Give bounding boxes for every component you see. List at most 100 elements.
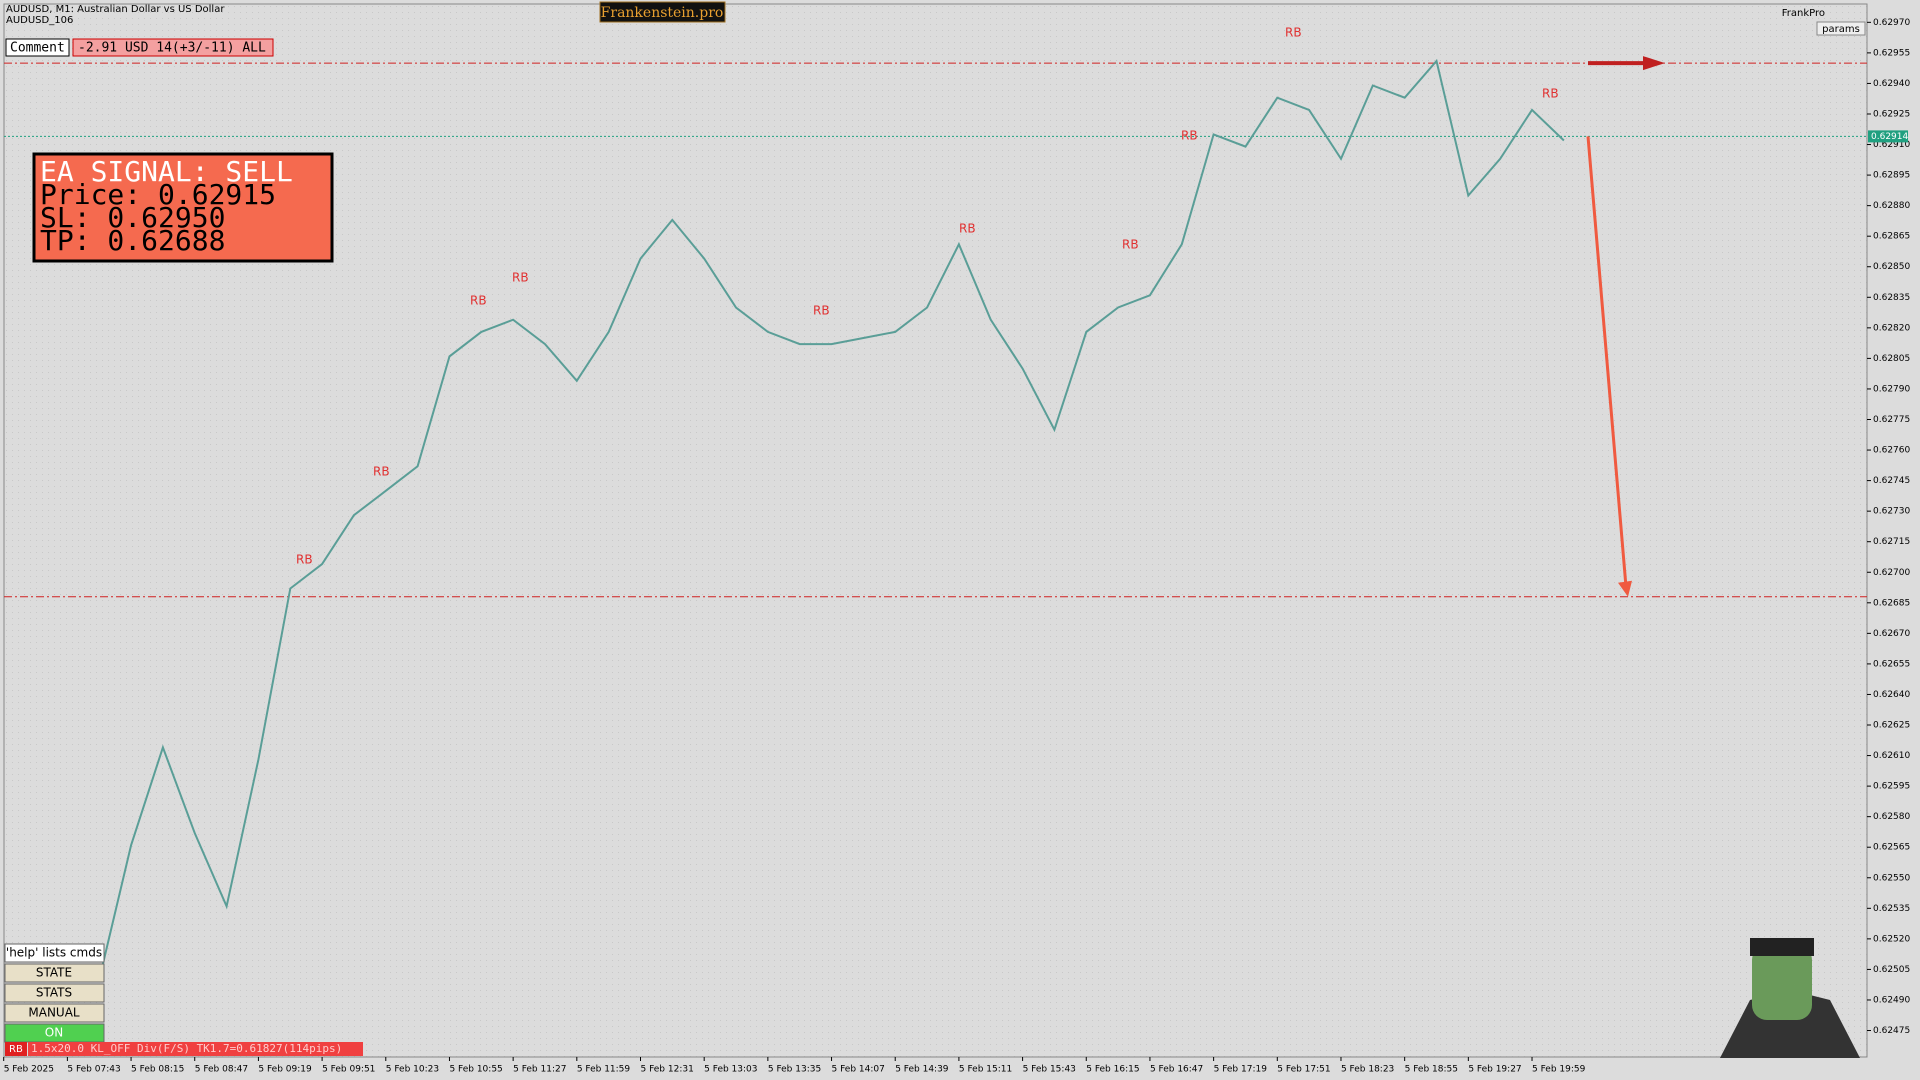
x-tick-label: 5 Feb 12:31 <box>641 1065 694 1075</box>
signal-line: TP: 0.62688 <box>40 224 225 257</box>
y-tick-label: 0.62760 <box>1873 446 1910 456</box>
rb-marker: RB <box>512 271 529 285</box>
button[interactable] <box>4 983 105 1003</box>
y-tick-label: 0.62625 <box>1873 721 1910 731</box>
y-tick-label: 0.62745 <box>1873 476 1910 486</box>
y-tick-label: 0.62955 <box>1873 48 1910 58</box>
signal-box <box>32 152 334 263</box>
banner-box <box>599 1 726 23</box>
y-tick-label: 0.62775 <box>1873 415 1910 425</box>
x-tick-label: 5 Feb 08:47 <box>195 1065 248 1075</box>
y-tick-label: 0.62685 <box>1873 598 1910 608</box>
mascot-head <box>1752 945 1812 1020</box>
y-tick-label: 0.62565 <box>1873 843 1910 853</box>
y-tick-label: 0.62835 <box>1873 293 1910 303</box>
y-tick-label: 0.62505 <box>1873 965 1910 975</box>
signal-line: Price: 0.62915 <box>40 178 276 211</box>
y-tick-label: 0.62595 <box>1873 782 1910 792</box>
button-label[interactable]: ON <box>45 1026 63 1040</box>
x-tick-label: 5 Feb 11:27 <box>513 1065 566 1075</box>
rb-marker: RB <box>373 465 390 479</box>
y-tick-label: 0.62700 <box>1873 568 1910 578</box>
x-tick-label: 5 Feb 2025 <box>4 1065 54 1075</box>
y-tick-label: 0.62475 <box>1873 1026 1910 1036</box>
status-tag-box <box>5 1042 27 1056</box>
y-tick-label: 0.62880 <box>1873 201 1910 211</box>
x-tick-label: 5 Feb 09:51 <box>322 1065 375 1075</box>
rb-marker: RB <box>813 304 830 318</box>
button-label[interactable]: STATE <box>36 966 72 980</box>
button-label[interactable]: 'help' lists cmds <box>6 946 102 960</box>
x-tick-label: 5 Feb 17:19 <box>1214 1065 1268 1075</box>
status-box <box>28 1042 363 1056</box>
status-text: 1.5x20.0 KL_OFF Div(F/S) TK1.7=0.61827(1… <box>31 1042 342 1055</box>
account-label: AUDUSD_106 <box>6 15 73 26</box>
signal-line: SL: 0.62950 <box>40 201 225 234</box>
rb-marker: RB <box>1181 129 1198 143</box>
params-label[interactable]: params <box>1822 24 1860 35</box>
params-button[interactable] <box>1816 21 1866 36</box>
y-tick-label: 0.62490 <box>1873 995 1910 1005</box>
status-tag: RB <box>9 1044 23 1055</box>
comment-value-box <box>72 38 274 57</box>
x-tick-label: 5 Feb 16:47 <box>1150 1065 1203 1075</box>
x-tick-label: 5 Feb 17:51 <box>1277 1065 1330 1075</box>
price-series <box>98 58 1565 980</box>
rb-marker: RB <box>1285 26 1302 40</box>
rb-marker: RB <box>1122 238 1139 252</box>
y-tick-label: 0.62865 <box>1873 232 1910 242</box>
x-tick-label: 5 Feb 08:15 <box>131 1065 184 1075</box>
x-tick-label: 5 Feb 10:55 <box>449 1065 502 1075</box>
y-tick-label: 0.62790 <box>1873 384 1910 394</box>
mascot-hair <box>1750 938 1814 956</box>
comment-label: Comment <box>10 41 65 56</box>
rb-marker: RB <box>1542 87 1559 101</box>
x-tick-label: 5 Feb 18:55 <box>1405 1065 1458 1075</box>
button[interactable] <box>4 1003 105 1023</box>
x-tick-label: 5 Feb 18:23 <box>1341 1065 1394 1075</box>
x-tick-label: 5 Feb 16:15 <box>1086 1065 1139 1075</box>
y-tick-label: 0.62910 <box>1873 140 1910 150</box>
price-tag <box>1868 130 1908 143</box>
symbol-title: AUDUSD, M1: Australian Dollar vs US Doll… <box>6 4 225 15</box>
mascot <box>1720 938 1860 1058</box>
y-tick-label: 0.62640 <box>1873 690 1910 700</box>
x-tick-label: 5 Feb 10:23 <box>386 1065 439 1075</box>
price-tag-label: 0.62914 <box>1871 132 1908 142</box>
rb-marker: RB <box>296 553 313 567</box>
y-tick-label: 0.62670 <box>1873 629 1910 639</box>
y-tick-label: 0.62970 <box>1873 18 1910 28</box>
comment-box <box>5 38 70 57</box>
y-tick-label: 0.62655 <box>1873 659 1910 669</box>
button-label[interactable]: MANUAL <box>28 1006 80 1020</box>
y-tick-label: 0.62850 <box>1873 262 1910 272</box>
button[interactable] <box>4 943 105 963</box>
brand: FrankPro <box>1782 8 1825 19</box>
y-tick-label: 0.62730 <box>1873 507 1910 517</box>
y-tick-label: 0.62715 <box>1873 537 1910 547</box>
x-tick-label: 5 Feb 14:39 <box>895 1065 949 1075</box>
y-tick-label: 0.62550 <box>1873 873 1910 883</box>
x-tick-label: 5 Feb 19:27 <box>1468 1065 1521 1075</box>
y-tick-label: 0.62940 <box>1873 79 1910 89</box>
y-tick-label: 0.62520 <box>1873 934 1910 944</box>
rb-marker: RB <box>470 294 487 308</box>
y-tick-label: 0.62580 <box>1873 812 1910 822</box>
y-tick-label: 0.62820 <box>1873 323 1910 333</box>
button-label[interactable]: STATS <box>36 986 72 1000</box>
banner: Frankenstein.pro <box>601 5 724 21</box>
x-tick-label: 5 Feb 11:59 <box>577 1065 631 1075</box>
comment-value: -2.91 USD 14(+3/-11) ALL <box>78 41 266 56</box>
x-tick-label: 5 Feb 13:03 <box>704 1065 757 1075</box>
y-tick-label: 0.62535 <box>1873 904 1910 914</box>
y-tick-label: 0.62610 <box>1873 751 1910 761</box>
x-tick-label: 5 Feb 15:43 <box>1023 1065 1076 1075</box>
y-tick-label: 0.62925 <box>1873 109 1910 119</box>
sl-arrow-head <box>1643 56 1665 71</box>
x-tick-label: 5 Feb 19:59 <box>1532 1065 1586 1075</box>
x-tick-label: 5 Feb 15:11 <box>959 1065 1012 1075</box>
y-tick-label: 0.62805 <box>1873 354 1910 364</box>
sell-arrow-head <box>1618 580 1632 597</box>
button[interactable] <box>4 963 105 983</box>
